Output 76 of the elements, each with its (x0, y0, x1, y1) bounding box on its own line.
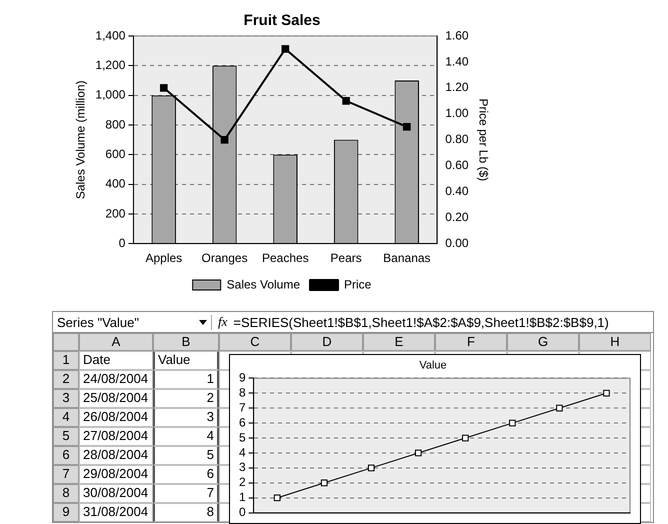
y-axis-title: Sales Volume (million) (74, 80, 88, 200)
text: 8 (153, 503, 219, 522)
text: 3 (62, 390, 70, 405)
text: C (219, 333, 291, 351)
x-tick-label: Peaches (262, 251, 309, 266)
y-tick-label: 1,200 (95, 58, 126, 72)
y-tick-label: 1,400 (95, 28, 126, 42)
text: Value (153, 351, 219, 370)
text: 6 (153, 465, 219, 484)
y-tick-label: 7 (238, 400, 246, 414)
text: D (291, 333, 363, 351)
chart-title: Fruit Sales (244, 12, 320, 30)
text: F (435, 333, 507, 351)
text: G (507, 333, 579, 351)
text: 2 (153, 389, 219, 408)
chart-title: Value (419, 360, 447, 372)
y-tick-label: 0 (238, 505, 246, 520)
text: H (579, 333, 651, 351)
y-tick-label: 3 (238, 460, 246, 474)
y-tick-label: 800 (105, 117, 126, 132)
text: 30/08/2004 (79, 484, 153, 503)
y-tick-label: 1,000 (95, 88, 126, 102)
y-tick-label: 8 (238, 385, 246, 400)
legend-label: Sales Volume (226, 277, 300, 292)
y2-tick-label: 0.40 (445, 184, 469, 198)
y-tick-label: 0 (118, 236, 126, 250)
y2-tick-label: 1.60 (445, 28, 469, 42)
text: 5 (62, 428, 70, 443)
y-tick-label: 6 (238, 415, 246, 430)
text: 4 (62, 409, 70, 424)
text: 2 (62, 371, 70, 386)
y-tick-label: 2 (238, 475, 246, 490)
x-tick-label: Oranges (202, 251, 248, 266)
x-tick-label: Bananas (383, 251, 431, 266)
y2-axis-title: Price per Lb ($) (476, 98, 490, 182)
y-tick-label: 400 (105, 176, 126, 191)
text: 7 (62, 466, 70, 481)
text: 1 (153, 370, 219, 389)
text: 25/08/2004 (79, 389, 153, 408)
y2-tick-label: 0.60 (445, 158, 469, 172)
y2-tick-label: 1.20 (445, 80, 469, 94)
y-tick-label: 200 (105, 206, 126, 220)
text: 26/08/2004 (79, 408, 153, 427)
x-tick-label: Apples (145, 251, 182, 266)
text: B (153, 333, 219, 351)
text: 28/08/2004 (79, 446, 153, 465)
y-tick-label: 600 (105, 146, 126, 161)
text: 1 (62, 352, 70, 367)
text: 7 (153, 484, 219, 503)
y2-tick-label: 1.00 (445, 106, 469, 120)
y-tick-label: 5 (238, 430, 246, 444)
text: 5 (153, 446, 219, 465)
y2-tick-label: 0.00 (445, 236, 469, 250)
text: 27/08/2004 (79, 427, 153, 446)
y-tick-label: 4 (238, 445, 246, 460)
text: A (79, 333, 153, 351)
text: 31/08/2004 (79, 503, 153, 522)
text: 6 (62, 447, 70, 462)
text: =SERIES(Sheet1!$B$1,Sheet1!$A$2:$A$9,Sheet1!$B$2:$B$9,1) (233, 314, 609, 330)
text: 24/08/2004 (79, 370, 153, 389)
y-tick-label: 9 (238, 370, 246, 385)
x-tick-label: Pears (330, 251, 362, 266)
text: 3 (153, 408, 219, 427)
legend-label: Price (344, 277, 372, 292)
y2-tick-label: 0.80 (445, 132, 469, 146)
text: 9 (53, 503, 79, 522)
text: Series "Value" (57, 314, 139, 330)
text: fx (218, 314, 228, 330)
text: 29/08/2004 (79, 465, 153, 484)
text: 4 (153, 427, 219, 446)
y2-tick-label: 1.40 (445, 54, 469, 68)
text: Date (79, 351, 153, 370)
text: E (363, 333, 435, 351)
y2-tick-label: 0.20 (445, 210, 469, 224)
y-tick-label: 1 (238, 490, 246, 504)
text: 8 (62, 485, 70, 500)
